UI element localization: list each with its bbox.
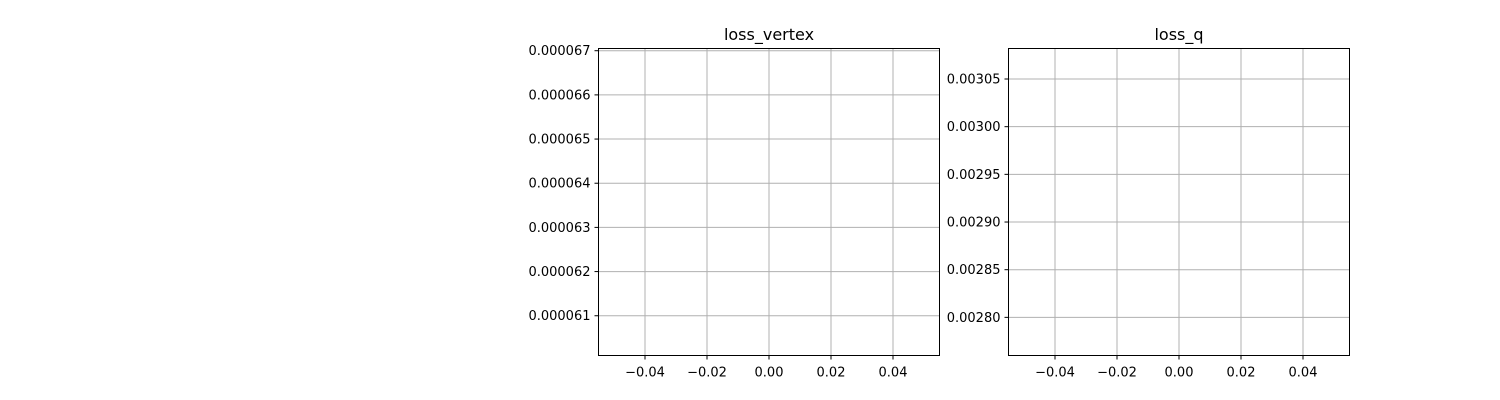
x-tick-label: 0.04 [1289,366,1318,381]
y-tick-label: 0.000064 [528,177,590,192]
y-tick-label: 0.00305 [947,73,1001,88]
x-tick-label: 0.04 [879,366,908,381]
y-tick-label: 0.00285 [947,263,1001,278]
x-axis: −0.04 −0.02 0.00 0.02 0.04 [1035,355,1318,381]
grid [1008,48,1350,356]
plot-frame [598,48,940,356]
x-tick-label: 0.00 [1165,366,1194,381]
y-tick-label: 0.000061 [528,309,590,324]
y-tick-label: 0.00280 [947,311,1001,326]
x-tick-label: 0.00 [755,366,784,381]
y-tick-label: 0.00290 [947,216,1001,231]
chart-loss-q: loss_q −0.04 −0.02 0.00 0.02 0.04 0.002800.0… [947,25,1350,381]
y-tick-label: 0.000065 [528,133,590,148]
y-axis: 0.000061 0.000062 0.000063 0.000064 0.000065… [528,44,599,324]
plot-frame [1008,48,1350,356]
y-tick-label: 0.00295 [947,168,1001,183]
x-tick-label: −0.04 [625,366,665,381]
x-tick-label: 0.02 [1227,366,1256,381]
x-tick-label: −0.04 [1035,366,1075,381]
chart-title: loss_q [1154,25,1203,45]
x-tick-label: −0.02 [1097,366,1137,381]
y-tick-label: 0.000062 [528,265,590,280]
grid [598,48,940,356]
x-tick-label: 0.02 [817,366,846,381]
x-tick-label: −0.02 [687,366,727,381]
y-tick-label: 0.00300 [947,120,1001,135]
y-tick-label: 0.000066 [528,88,590,103]
y-tick-label: 0.000067 [528,44,590,59]
y-tick-label: 0.000063 [528,221,590,236]
chart-loss-vertex: loss_vertex −0.04 −0.02 0.00 0.02 0.04 0.000… [528,25,940,381]
x-axis: −0.04 −0.02 0.00 0.02 0.04 [625,355,908,381]
y-axis: 0.00280 0.00285 0.00290 0.00295 0.00300 0.003… [947,73,1009,326]
chart-title: loss_vertex [724,25,814,45]
